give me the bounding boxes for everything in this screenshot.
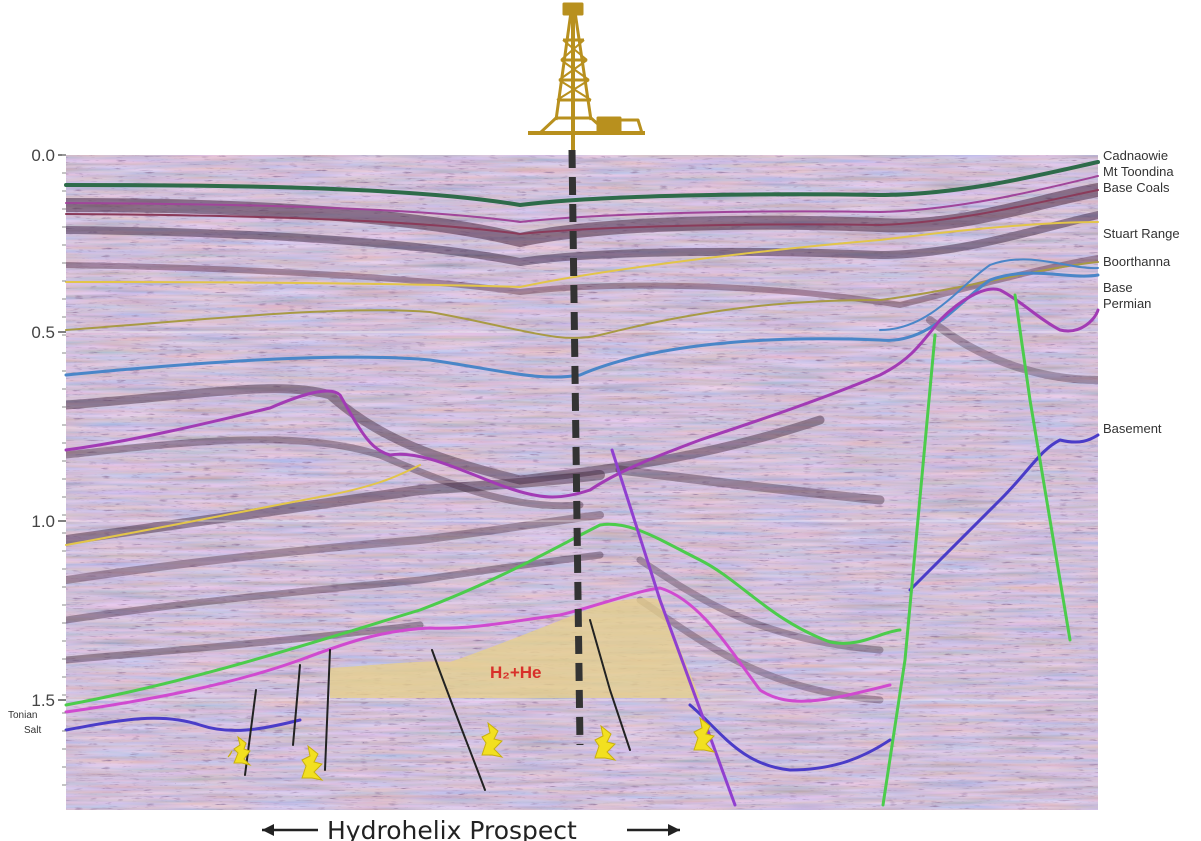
- fault-black-5: [589, 619, 631, 751]
- gas-show-icon: [481, 721, 504, 758]
- time-tick-label: 0.5: [31, 323, 55, 342]
- horizon-cadnaowie: [64, 160, 1100, 207]
- fault-black-4: [431, 649, 486, 791]
- left-label-tonian: Tonian: [8, 710, 37, 721]
- gas-show-icon: [227, 735, 252, 766]
- horizon-label-basement: Basement: [1103, 421, 1162, 436]
- time-tick-label: 1.0: [31, 512, 55, 531]
- horizon-magenta: [64, 586, 892, 714]
- gas-show-icons: [227, 716, 716, 781]
- horizon-label-base-coals: Base Coals: [1103, 180, 1170, 195]
- horizon-label-boorthanna: Boorthanna: [1103, 254, 1171, 269]
- horizon-lines: [64, 160, 1100, 772]
- horizon-label-mt-toondina: Mt Toondina: [1103, 164, 1174, 179]
- horizon-base-coals: [65, 189, 1099, 235]
- horizon-mt-toondina: [65, 175, 1099, 223]
- horizon-base-permian: [64, 271, 1100, 379]
- well-trajectory: [568, 149, 584, 746]
- reflector-bands: [66, 183, 1098, 704]
- left-label-salt: Salt: [24, 725, 41, 736]
- prospect-arrowhead-left: [262, 824, 274, 836]
- horizon-yellow-lower: [65, 464, 421, 546]
- gas-show-icon: [693, 716, 716, 753]
- horizon-boorthanna: [65, 261, 1099, 339]
- horizon-blue-deep: [64, 703, 892, 772]
- horizon-base-permian-upper: [879, 258, 1099, 331]
- time-axis: 0.0 0.5 1.0 1.5: [31, 146, 66, 786]
- fault-black-3: [324, 649, 331, 771]
- prospect-arrowhead-right: [668, 824, 680, 836]
- time-tick-label: 1.5: [31, 691, 55, 710]
- horizon-label-base: Base: [1103, 280, 1133, 295]
- prospect-name: Hydrohelix Prospect: [327, 816, 577, 841]
- horizon-green: [64, 522, 902, 707]
- zone-label: H₂+He: [490, 663, 542, 682]
- horizon-label-cadnaowie: Cadnaowie: [1103, 148, 1168, 163]
- fault-black-2: [292, 664, 301, 746]
- gas-show-icon: [594, 724, 617, 761]
- horizon-stuart-range: [65, 221, 1099, 288]
- horizon-label-permian: Permian: [1103, 296, 1151, 311]
- fault-black-1: [244, 689, 257, 776]
- prospect-label: Hydrohelix Prospect: [262, 816, 680, 841]
- gas-show-icon: [301, 744, 324, 781]
- horizon-label-stuart-range: Stuart Range: [1103, 226, 1180, 241]
- drilling-rig-icon: [528, 2, 645, 150]
- seismic-background: [66, 155, 1098, 810]
- horizon-labels: Cadnaowie Mt Toondina Base Coals Stuart …: [1103, 148, 1180, 436]
- fault-green-east: [1013, 293, 1072, 642]
- time-tick-label: 0.0: [31, 146, 55, 165]
- fault-green-west: [881, 333, 937, 807]
- reservoir-zone: [330, 597, 700, 698]
- horizon-blue-east: [908, 433, 1100, 592]
